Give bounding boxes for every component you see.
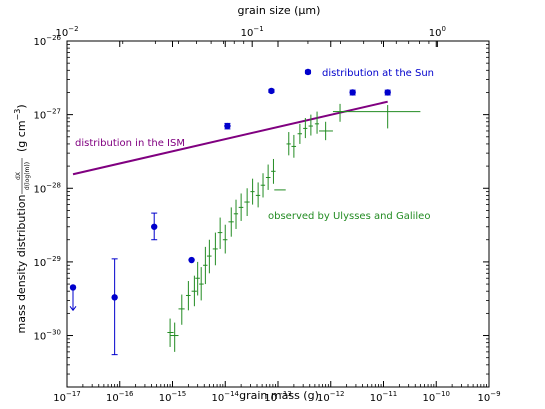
y-axis-label: mass density distribution dX d(log(m)) (g c… <box>13 104 31 333</box>
x-tick-label: 10−10 <box>422 390 450 404</box>
annotation-ulysses-galileo: observed by Ulysses and Galileo <box>268 211 430 222</box>
x-tick-label: 10−9 <box>477 390 500 404</box>
x-tick-label: 10−15 <box>159 390 187 404</box>
y-tick-label: 10−28 <box>33 181 61 195</box>
series-layer <box>69 68 421 356</box>
x-tick-label: 10−12 <box>317 390 345 404</box>
x-tick-label: 10−16 <box>106 390 134 404</box>
x-axis-label: grain mass (g) <box>239 389 319 402</box>
annotation-ism: distribution in the ISM <box>75 138 185 149</box>
sun-distribution-point <box>111 294 118 301</box>
y-label-main: mass density distribution <box>15 195 28 334</box>
x-tick-label: 10−14 <box>211 390 239 404</box>
top-x-axis-label: grain size (μm) <box>238 4 321 17</box>
axes-layer: 10−17 10−16 10−15 10−14 10−13 10−12 10−11 10−10… <box>33 25 500 404</box>
x2-tick-label: 10−1 <box>241 25 264 39</box>
sun-distribution-point <box>349 89 356 96</box>
x2-tick-label: 100 <box>429 25 446 39</box>
y-label-fraction-top: dX <box>15 172 22 180</box>
x-tick-label: 10−17 <box>53 390 81 404</box>
annotation-sun: distribution at the Sun <box>322 68 434 79</box>
sun-distribution-point <box>151 223 158 230</box>
y-tick-label: 10−27 <box>33 108 61 122</box>
sun-point-limit-arrow <box>69 306 77 312</box>
ism-distribution-line <box>72 100 388 176</box>
sun-distribution-point <box>69 284 77 291</box>
x2-tick-label: 10−2 <box>55 25 78 39</box>
sun-distribution-point <box>188 256 195 264</box>
sun-distribution-point <box>224 122 231 130</box>
sun-distribution-point <box>268 87 275 95</box>
sun-distribution-point <box>384 89 391 96</box>
sun-distribution-point <box>304 68 312 76</box>
x-tick-label: 10−13 <box>264 390 292 404</box>
y-label-unit: (g cm−3) <box>13 104 28 152</box>
y-label-fraction-bottom: d(log(m)) <box>24 162 31 190</box>
y-tick-label: 10−26 <box>33 34 61 48</box>
x-tick-label: 10−11 <box>370 390 398 404</box>
y-tick-label: 10−29 <box>33 255 61 269</box>
y-tick-label: 10−30 <box>33 329 61 343</box>
